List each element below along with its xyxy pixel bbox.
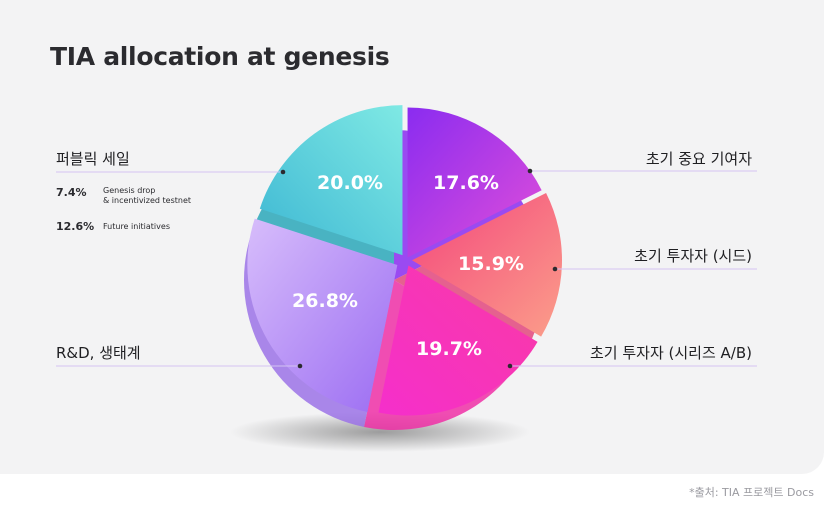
- legend-series-investors: 초기 투자자 (시리즈 A/B): [589, 344, 752, 362]
- slice-seed-investors: [411, 192, 562, 337]
- leader-lines: [56, 170, 757, 367]
- pie-slices: [247, 105, 562, 416]
- leader-dot: [527, 168, 533, 174]
- pct-label-seed: 15.9%: [458, 253, 524, 275]
- leader-dots: [280, 168, 558, 369]
- breakdown-value-future: 12.6%: [56, 220, 95, 233]
- legend-rnd: R&D, 생태계: [56, 344, 141, 362]
- breakdown-text-genesis: Genesis drop & incentivized testnet: [103, 186, 191, 206]
- slice-core-contributors: [407, 107, 542, 258]
- slice-rnd-ecosystem: [247, 218, 398, 413]
- leader-dot: [297, 363, 303, 369]
- legend-seed-investors: 초기 투자자 (시드): [634, 247, 752, 265]
- leader-dot: [507, 363, 513, 369]
- legend-public-sale: 퍼블릭 세일: [56, 150, 130, 168]
- pct-label-rnd: 26.8%: [292, 290, 358, 312]
- slice-series-investors: [378, 265, 538, 416]
- pct-label-core: 17.6%: [433, 172, 499, 194]
- pie-shadow: [230, 412, 530, 452]
- breakdown-text-line: Genesis drop: [103, 186, 156, 195]
- breakdown-text-future: Future initiatives: [103, 222, 170, 231]
- breakdown-value-genesis: 7.4%: [56, 186, 87, 199]
- legend-core-contributors: 초기 중요 기여자: [645, 150, 752, 168]
- source-note: *출처: TIA 프로젝트 Docs: [689, 486, 814, 499]
- leader-dot: [552, 266, 558, 272]
- slice-public-sale: [259, 105, 403, 256]
- breakdown-text-line: & incentivized testnet: [103, 196, 192, 205]
- chart-title: TIA allocation at genesis: [50, 42, 390, 71]
- pct-label-series: 19.7%: [416, 338, 482, 360]
- pct-label-public-sale: 20.0%: [317, 172, 383, 194]
- leader-dot: [280, 169, 286, 175]
